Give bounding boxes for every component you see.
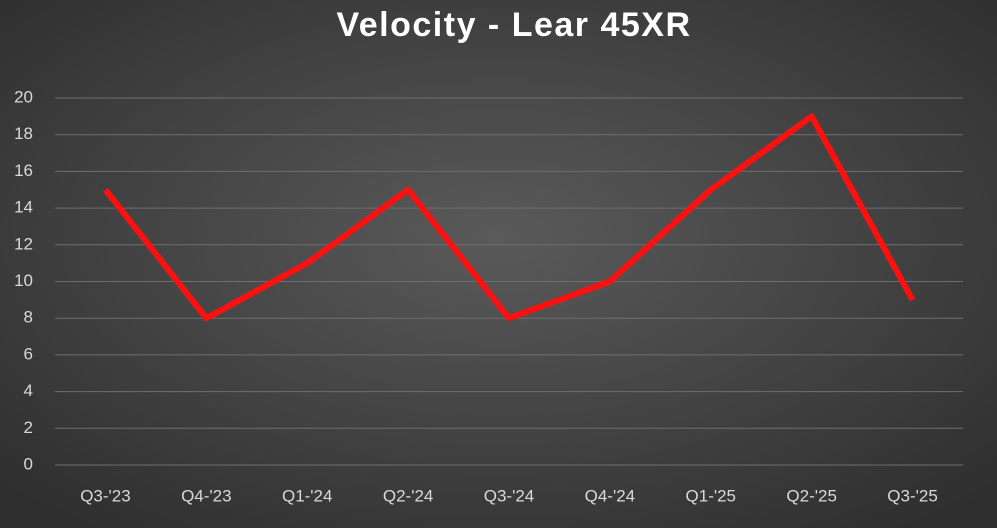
y-tick-label: 0 bbox=[24, 454, 33, 473]
chart-title: Velocity - Lear 45XR bbox=[336, 6, 691, 44]
x-tick-label: Q1-'25 bbox=[686, 486, 737, 505]
line-series bbox=[103, 113, 916, 322]
y-tick-label: 8 bbox=[24, 308, 33, 327]
y-tick-label: 14 bbox=[14, 198, 33, 217]
x-tick-label: Q1-'24 bbox=[282, 486, 333, 505]
y-tick-label: 6 bbox=[24, 344, 33, 363]
x-tick-label: Q3-'23 bbox=[80, 486, 131, 505]
y-tick-label: 20 bbox=[14, 87, 33, 106]
y-tick-label: 4 bbox=[24, 381, 33, 400]
y-tick-label: 10 bbox=[14, 271, 33, 290]
x-tick-label: Q4-'23 bbox=[181, 486, 232, 505]
x-tick-label: Q2-'25 bbox=[786, 486, 837, 505]
y-tick-label: 2 bbox=[24, 418, 33, 437]
y-tick-label: 18 bbox=[14, 124, 33, 143]
x-tick-label: Q4-'24 bbox=[585, 486, 636, 505]
x-tick-label: Q3-'24 bbox=[484, 486, 535, 505]
x-tick-label: Q2-'24 bbox=[383, 486, 434, 505]
y-tick-label: 12 bbox=[14, 234, 33, 253]
y-tick-label: 16 bbox=[14, 161, 33, 180]
x-tick-label: Q3-'25 bbox=[887, 486, 938, 505]
